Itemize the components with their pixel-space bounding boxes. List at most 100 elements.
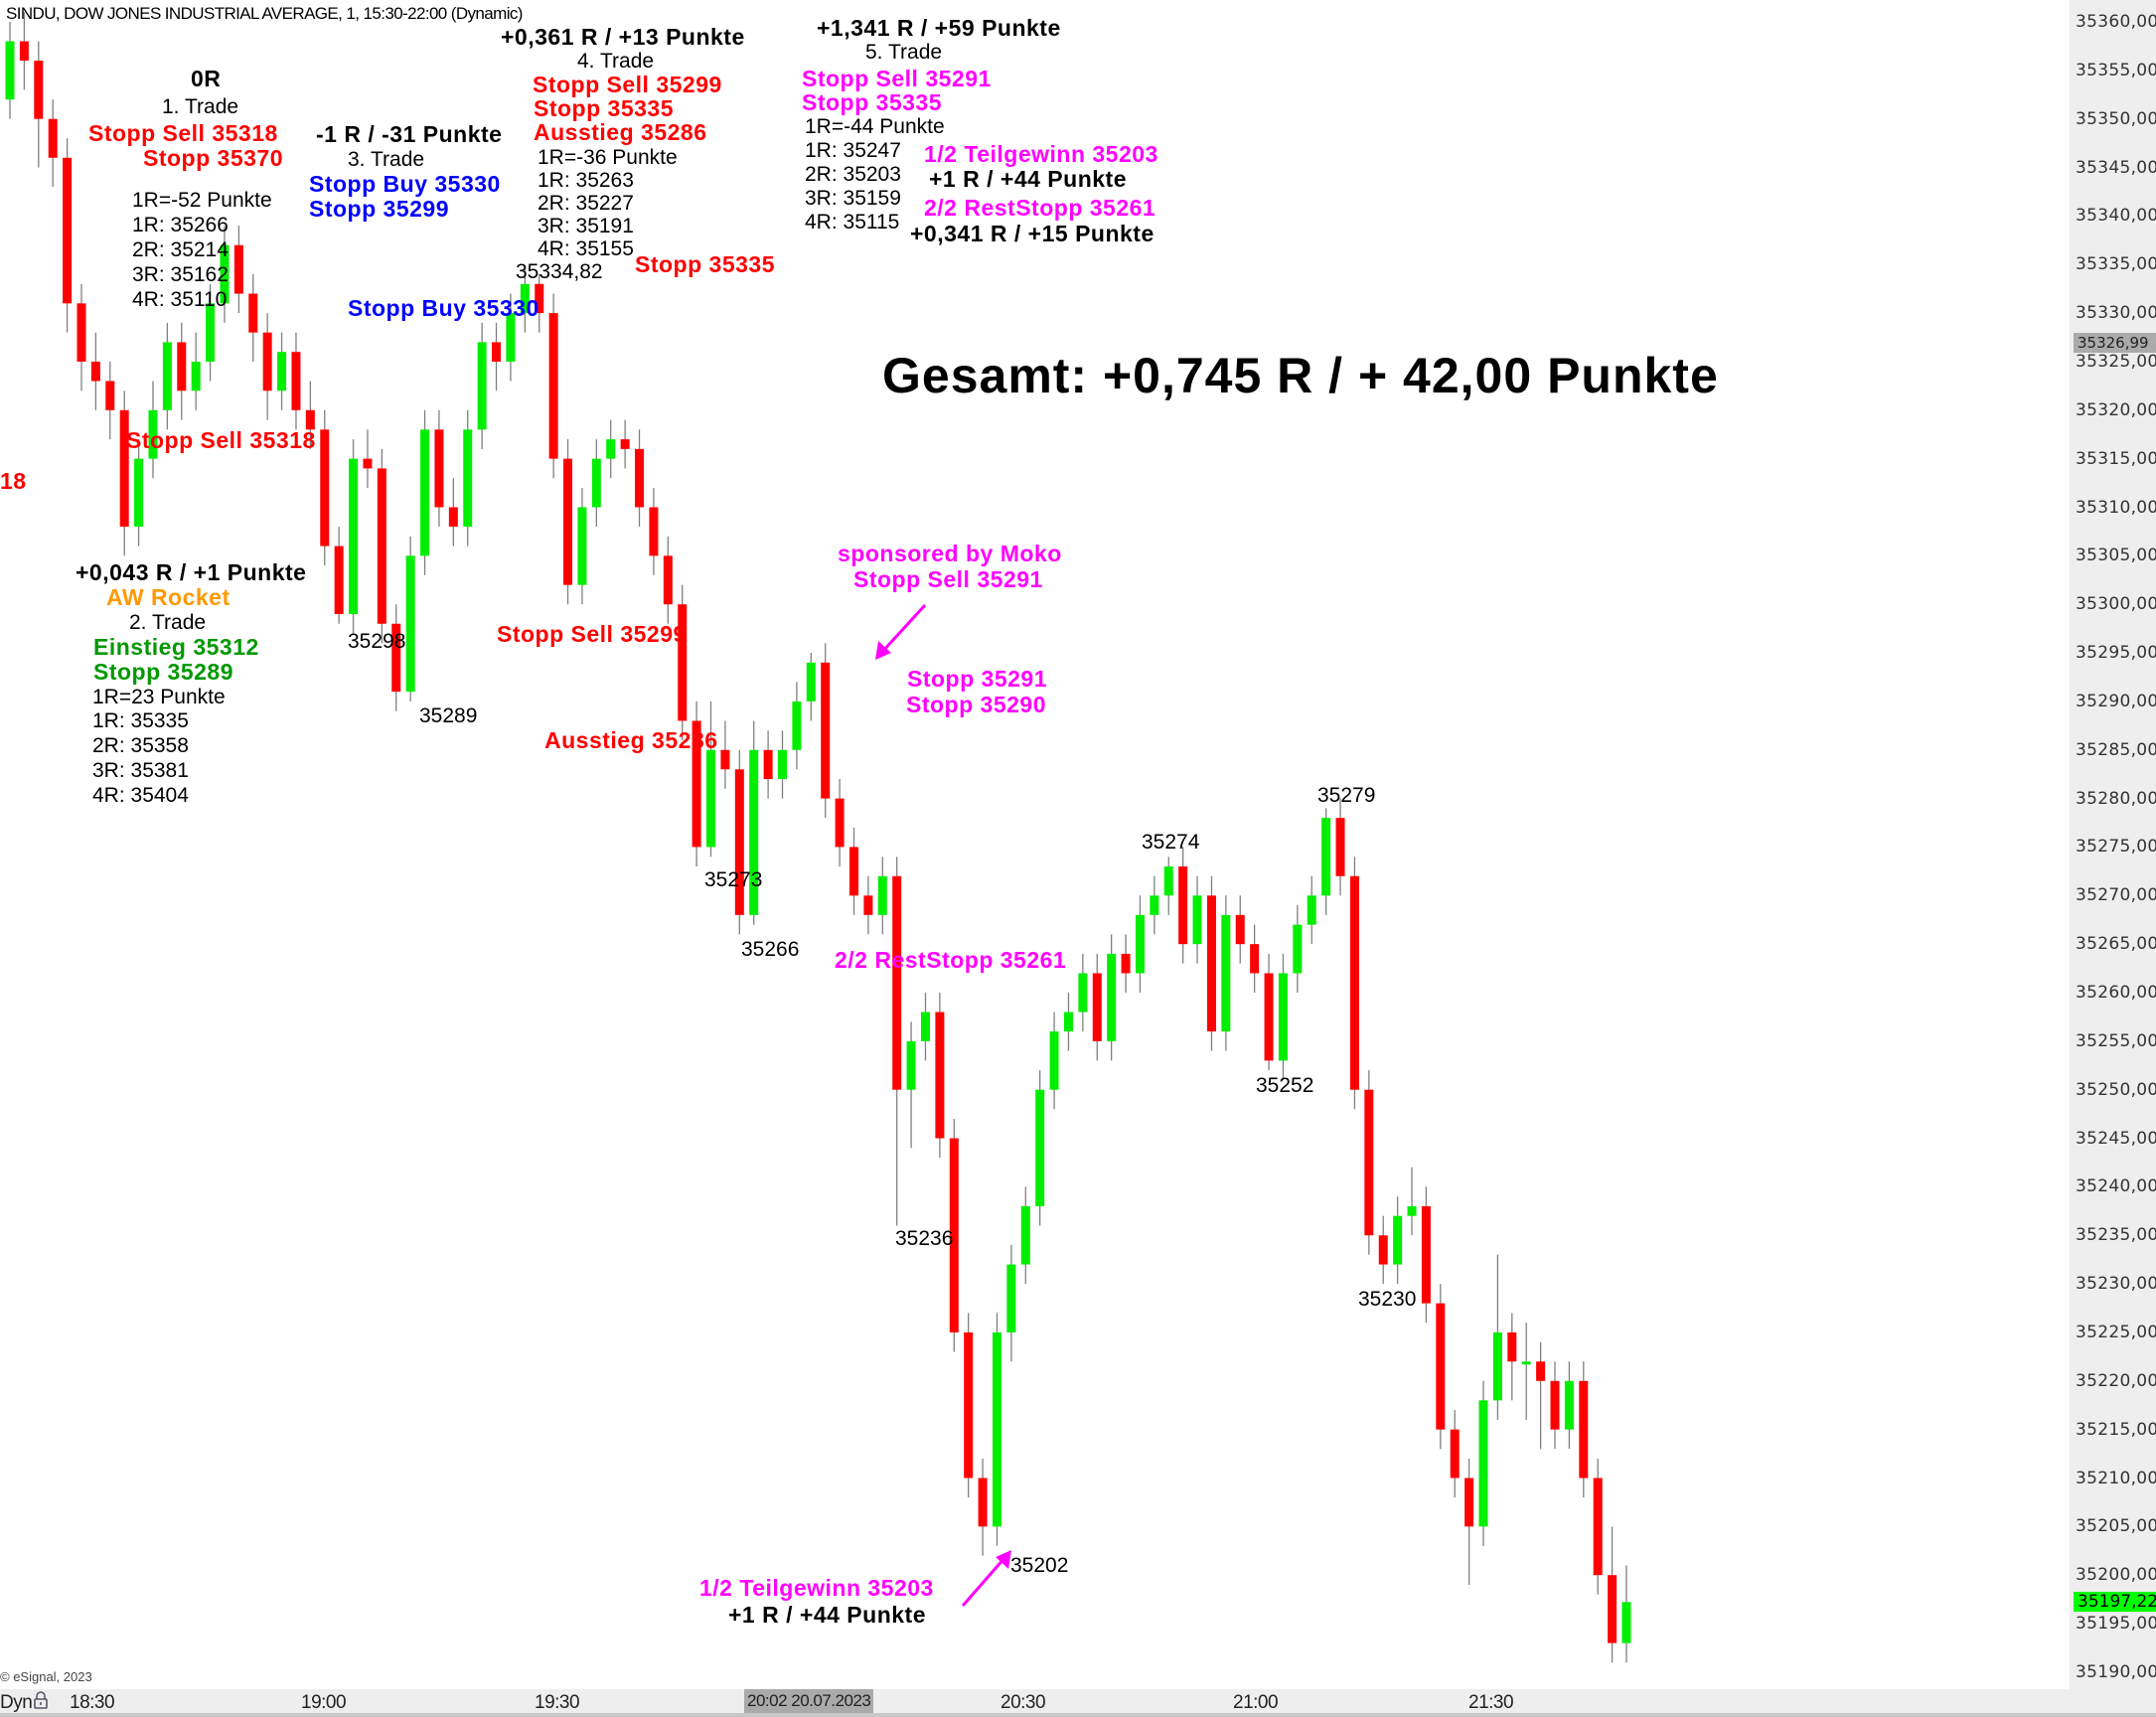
candle — [291, 332, 301, 430]
candle-body-down — [892, 875, 902, 1090]
time-mode-label[interactable]: Dyn — [0, 1692, 33, 1713]
candle — [663, 536, 673, 624]
candle-body-up — [1307, 895, 1316, 925]
candle-body-down — [448, 507, 458, 528]
candle — [1521, 1323, 1531, 1420]
candle-body-down — [1608, 1575, 1617, 1643]
candle — [563, 439, 573, 605]
candlestick-chart[interactable] — [0, 0, 2070, 1689]
price-tick-label: 35200,00 — [2076, 1565, 2156, 1586]
candle — [377, 448, 386, 644]
candle — [162, 322, 172, 430]
trade3-entry-repeat: Stopp Buy 35330 — [348, 295, 539, 321]
candle — [1206, 875, 1216, 1051]
candle-body-down — [620, 439, 630, 449]
candle-body-down — [763, 749, 773, 780]
trade5-risk: 1R=-44 Punkte — [805, 115, 945, 138]
trade5-r3: 3R: 35159 — [805, 187, 901, 210]
candle-body-up — [877, 875, 887, 915]
lock-icon[interactable] — [34, 1691, 48, 1709]
candle — [1550, 1361, 1560, 1450]
trade5-stop: Stopp 35335 — [802, 89, 942, 115]
trade5-entry: Stopp Sell 35291 — [802, 66, 992, 91]
trade3-stop: Stopp 35299 — [309, 196, 449, 222]
price-tick-label: 35360,00 — [2076, 12, 2156, 32]
candle-body-up — [920, 1012, 930, 1041]
candle — [920, 993, 930, 1061]
candle-body-up — [220, 244, 230, 304]
price-tick-label: 35310,00 — [2076, 497, 2156, 518]
trade1-risk: 1R=-52 Punkte — [132, 189, 272, 212]
candle-body-down — [1593, 1478, 1603, 1576]
time-tick: 20:30 — [1001, 1692, 1046, 1713]
candles-group — [5, 12, 1631, 1663]
candle — [749, 720, 759, 925]
trade4-exit: Ausstieg 35286 — [534, 119, 707, 145]
trade5-r4: 4R: 35115 — [805, 211, 900, 234]
candle — [48, 99, 58, 188]
candle-body-up — [148, 409, 158, 459]
candle-body-up — [1221, 914, 1231, 1032]
candle-body-down — [535, 283, 544, 314]
time-tick: 21:30 — [1468, 1692, 1514, 1713]
trade4-risk: 1R=-36 Punkte — [538, 146, 678, 169]
candle-body-up — [1078, 973, 1088, 1013]
candle — [548, 293, 558, 479]
time-axis[interactable]: Dyn 18:30 19:00 19:30 20:02 20.07.2023 2… — [0, 1689, 2156, 1717]
trade5-r2: 2R: 35203 — [805, 163, 901, 186]
candle — [1579, 1361, 1589, 1498]
trade3-result: -1 R / -31 Punkte — [316, 121, 503, 147]
trade5-rest-repeat: 2/2 RestStopp 35261 — [835, 947, 1067, 973]
candle — [233, 226, 243, 314]
candle-body-down — [1092, 973, 1102, 1041]
candle — [262, 313, 272, 420]
candle — [992, 1313, 1001, 1546]
trade4-entry: Stopp Sell 35299 — [533, 72, 722, 97]
candle — [391, 604, 401, 711]
candle — [620, 419, 630, 469]
annotation-arrow-teilgewinn — [961, 1550, 1011, 1607]
swing-label: 35236 — [895, 1227, 954, 1250]
trade1-entry: Stopp Sell 35318 — [88, 120, 278, 146]
candle-body-down — [978, 1478, 988, 1527]
annotation-arrow-moko — [875, 603, 927, 660]
price-tick-label: 35340,00 — [2076, 206, 2156, 227]
trade1-entry-cut: 18 — [0, 468, 27, 494]
candle — [1250, 924, 1260, 993]
time-tick: 19:30 — [535, 1692, 580, 1713]
candle — [1393, 1196, 1403, 1285]
candle — [792, 682, 802, 770]
candle-body-up — [906, 1040, 916, 1090]
price-axis[interactable]: 35190,00 35195,00 35200,00 35205,00 35210,00… — [2070, 0, 2156, 1689]
total-result: Gesamt: +0,745 R / + 42,00 Punkte — [882, 348, 1719, 403]
trade1-title: 1. Trade — [162, 95, 239, 118]
candle — [649, 487, 659, 575]
candle-body-down — [678, 604, 688, 721]
candle-body-down — [77, 303, 86, 362]
candle-body-down — [1536, 1361, 1546, 1381]
candle-body-up — [1035, 1089, 1045, 1206]
trade4-stop: Stopp 35335 — [534, 95, 674, 121]
candle — [1178, 847, 1188, 964]
candle-body-down — [1464, 1478, 1474, 1527]
candle — [706, 701, 716, 858]
candle-body-down — [1507, 1331, 1517, 1362]
candle — [806, 653, 816, 721]
candle — [863, 875, 873, 935]
candle — [434, 409, 444, 528]
candle — [1063, 993, 1073, 1051]
candle-body-down — [492, 342, 502, 362]
trade1-result: 0R — [191, 66, 222, 91]
candle-body-up — [420, 429, 430, 556]
candle — [1378, 1215, 1388, 1285]
candle — [1092, 953, 1102, 1061]
candle — [1564, 1361, 1574, 1450]
candle-body-down — [1349, 875, 1359, 1090]
candle-body-down — [1550, 1380, 1560, 1430]
trade1-r4: 4R: 35110 — [132, 288, 228, 311]
candle — [305, 381, 315, 449]
trade5-partial: 1/2 Teilgewinn 35203 — [924, 141, 1158, 167]
candle-body-down — [305, 409, 315, 430]
candle-body-down — [177, 342, 187, 391]
trade4-exit-repeat: Ausstieg 35286 — [544, 727, 718, 753]
